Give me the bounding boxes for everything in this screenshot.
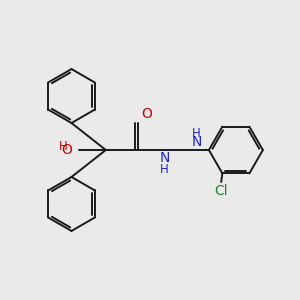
Text: H: H	[59, 140, 68, 153]
Text: O: O	[141, 106, 152, 121]
Text: Cl: Cl	[214, 184, 228, 198]
Text: O: O	[61, 143, 72, 157]
Text: N: N	[191, 135, 202, 149]
Text: H: H	[160, 164, 169, 176]
Text: H: H	[192, 127, 201, 140]
Text: N: N	[160, 151, 170, 165]
